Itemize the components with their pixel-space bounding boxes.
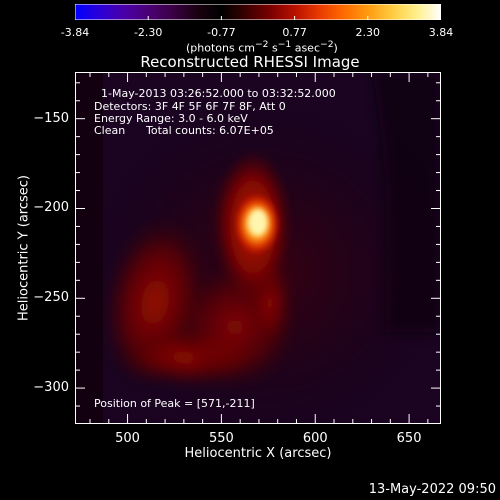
colorbar bbox=[74, 3, 442, 21]
image-plot-area bbox=[65, 72, 465, 462]
colorbar-tick-label: -0.77 bbox=[207, 26, 236, 39]
x-tick-label: 550 bbox=[208, 431, 234, 446]
y-tick-label: −250 bbox=[33, 290, 69, 306]
plot-frame bbox=[75, 72, 441, 424]
detectors-label: Detectors: 3F 4F 5F 6F 7F 8F, Att 0 bbox=[94, 100, 286, 113]
map-dark-right bbox=[373, 72, 441, 332]
x-tick-label: 500 bbox=[115, 431, 140, 446]
total-counts-label: Total counts: 6.07E+05 bbox=[146, 124, 274, 137]
axis-ticks bbox=[75, 72, 441, 425]
colorbar-tick-label: -3.84 bbox=[60, 26, 90, 39]
x-tick-label: 650 bbox=[396, 431, 422, 446]
map-peak bbox=[249, 209, 267, 235]
energy-range-label: Energy Range: 3.0 - 6.0 keV bbox=[94, 112, 248, 125]
colorbar-tick-label: 0.77 bbox=[282, 26, 307, 39]
footer-timestamp: 13-May-2022 09:50 bbox=[368, 482, 496, 497]
peak-position-label: Position of Peak = [571,-211] bbox=[94, 397, 255, 410]
colorbar-tick-label: 3.84 bbox=[428, 26, 454, 39]
y-tick-label: −300 bbox=[33, 380, 69, 396]
y-tick-label: −200 bbox=[33, 200, 69, 216]
colorbar-unit-label: (photons cm−2 s−1 asec−2) bbox=[186, 39, 338, 55]
x-axis-label: Heliocentric X (arcsec) bbox=[184, 446, 332, 461]
colorbar-gradient bbox=[74, 3, 442, 21]
plot-title: Reconstructed RHESSI Image bbox=[140, 53, 360, 71]
x-tick-label: 600 bbox=[302, 431, 328, 446]
algorithm-label: Clean bbox=[94, 124, 126, 137]
map-dark-left bbox=[75, 72, 103, 424]
colorbar-tick-label: -2.30 bbox=[133, 26, 163, 39]
rhessi-map bbox=[65, 72, 465, 462]
time-range-label: 1-May-2013 03:26:52.000 to 03:32:52.000 bbox=[101, 87, 336, 100]
colorbar-tick-label: 2.30 bbox=[355, 26, 381, 39]
y-tick-label: −150 bbox=[33, 110, 69, 126]
y-axis-label: Heliocentric Y (arcsec) bbox=[16, 175, 32, 321]
